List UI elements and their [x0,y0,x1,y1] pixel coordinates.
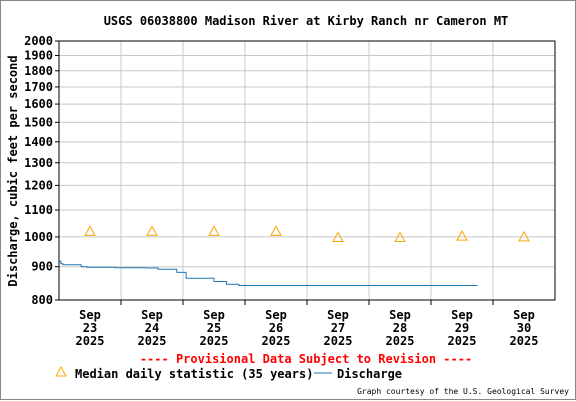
x-tick-day: 25 [207,321,221,335]
x-tick-day: 26 [269,321,283,335]
y-tick-label: 1700 [24,80,53,94]
x-tick-day: 27 [331,321,345,335]
y-tick-label: 1900 [24,48,53,62]
credit-text: Graph courtesy of the U.S. Geological Su… [357,387,569,396]
median-marker [394,231,406,242]
y-tick-label: 1100 [24,203,53,217]
x-tick-month: Sep [389,308,411,322]
y-tick-label: 1000 [24,230,53,244]
x-tick-day: 29 [455,321,469,335]
x-tick-month: Sep [327,308,349,322]
legend-discharge-label: Discharge [337,367,402,381]
median-marker [146,225,158,236]
chart-title: USGS 06038800 Madison River at Kirby Ran… [104,14,509,28]
x-tick-day: 28 [393,321,407,335]
x-tick-year: 2025 [324,334,353,348]
x-tick-month: Sep [265,308,287,322]
y-tick-label: 1500 [24,115,53,129]
x-tick-year: 2025 [200,334,229,348]
median-markers [84,225,530,242]
y-tick-label: 1600 [24,97,53,111]
y-tick-label: 1300 [24,156,53,170]
x-tick-month: Sep [203,308,225,322]
x-tick-month: Sep [513,308,535,322]
x-tick-month: Sep [451,308,473,322]
median-marker [270,225,282,236]
y-tick-label: 900 [31,260,53,274]
median-marker [208,225,220,236]
y-tick-label: 1400 [24,135,53,149]
x-tick-month: Sep [141,308,163,322]
x-tick-month: Sep [79,308,101,322]
x-tick-year: 2025 [386,334,415,348]
legend-median-marker [55,365,67,377]
median-marker [332,231,344,242]
median-marker [518,230,530,242]
x-tick-day: 23 [83,321,97,335]
y-tick-label: 800 [31,293,53,307]
discharge-series [59,260,478,286]
x-tick-year: 2025 [448,334,477,348]
provisional-notice: ---- Provisional Data Subject to Revisio… [140,352,472,366]
y-tick-label: 2000 [24,34,53,48]
x-tick-day: 24 [145,321,159,335]
x-tick-year: 2025 [76,334,105,348]
y-axis-label: Discharge, cubic feet per second [6,55,20,286]
y-axis-ticks: 800 900 1000 1100 1200 1300 1400 1500 1600 1700 18… [24,34,59,307]
y-tick-label: 1200 [24,178,53,192]
x-tick-year: 2025 [510,334,539,348]
x-axis-ticks: Sep232025Sep242025Sep252025Sep262025Sep2… [76,300,539,348]
x-tick-year: 2025 [262,334,291,348]
legend-median-label: Median daily statistic (35 years) [75,367,313,381]
chart-grid [59,40,555,301]
x-tick-year: 2025 [138,334,167,348]
median-marker [456,230,468,241]
y-tick-label: 1800 [24,64,53,78]
median-marker [84,225,96,236]
x-tick-day: 30 [517,321,531,335]
discharge-line [59,260,478,286]
